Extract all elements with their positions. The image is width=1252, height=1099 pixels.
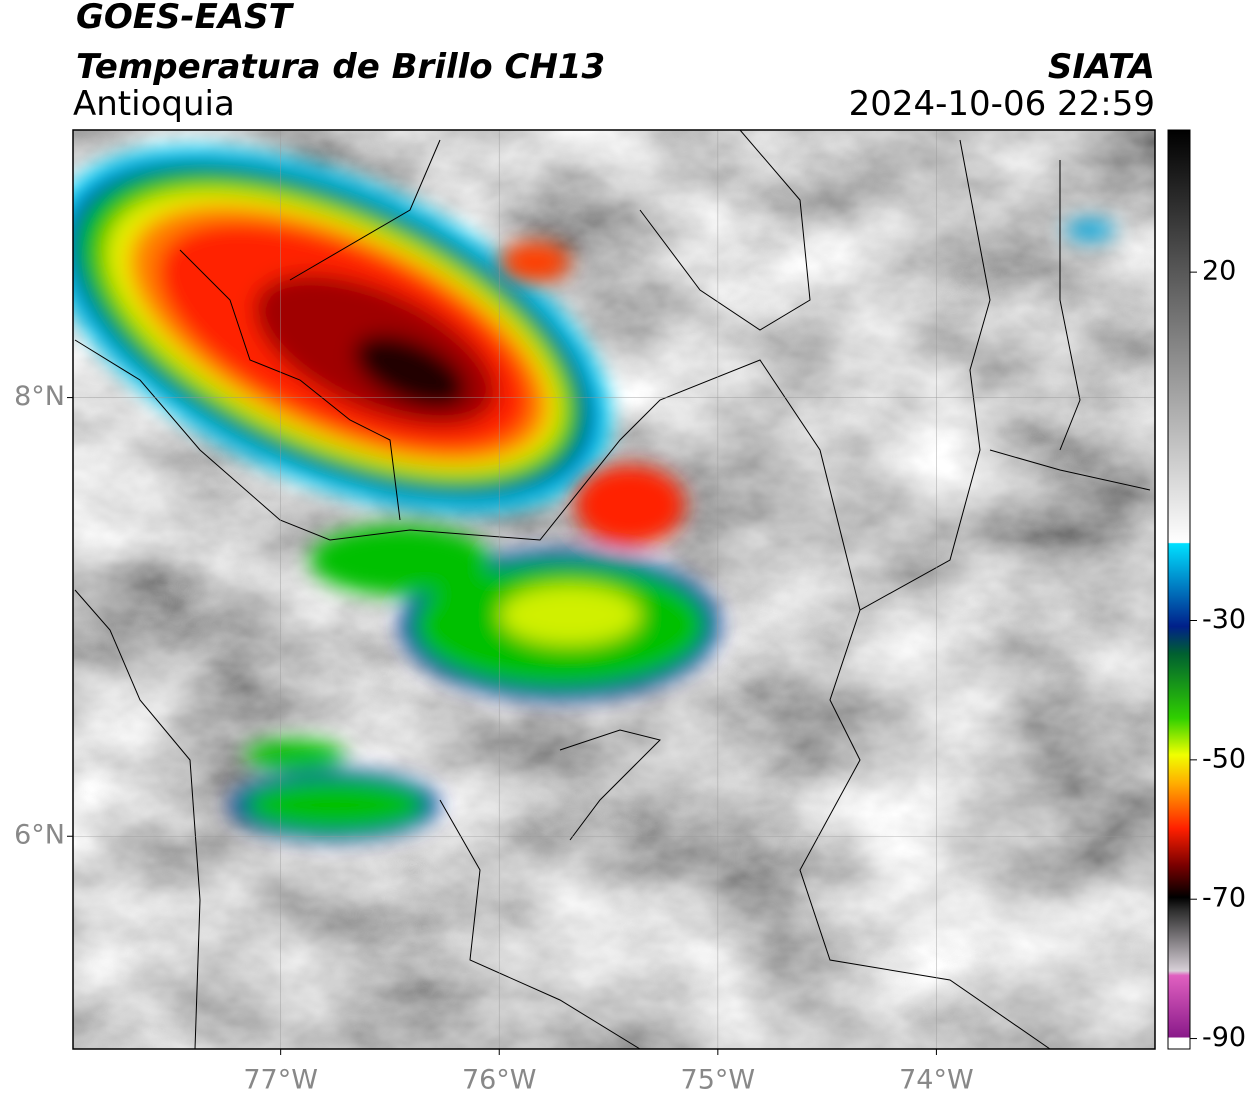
lat-tick-label: 6°N: [14, 820, 65, 851]
colorbar-tick-label: -90: [1202, 1022, 1246, 1053]
region: Antioquia: [73, 84, 235, 124]
lon-tick-label: 74°W: [899, 1065, 974, 1096]
colorbar-tick-label: -30: [1202, 604, 1246, 635]
subtitle: Temperatura de Brillo CH13: [76, 47, 605, 87]
satellite-image: [73, 130, 1155, 1049]
colorbar: [1167, 129, 1191, 1050]
lon-tick-label: 77°W: [243, 1065, 318, 1096]
colorbar-tick-label: -70: [1202, 883, 1246, 914]
lon-tick-label: 76°W: [462, 1065, 537, 1096]
map-frame: [72, 129, 1156, 1050]
lat-tick-label: 8°N: [14, 381, 65, 412]
colorbar-tick-label: 20: [1202, 256, 1236, 287]
source: SIATA: [1048, 47, 1155, 87]
title: GOES-EAST: [76, 0, 295, 37]
lon-tick-label: 75°W: [681, 1065, 756, 1096]
datetime: 2024-10-06 22:59: [849, 84, 1155, 124]
colorbar-tick-label: -50: [1202, 743, 1246, 774]
